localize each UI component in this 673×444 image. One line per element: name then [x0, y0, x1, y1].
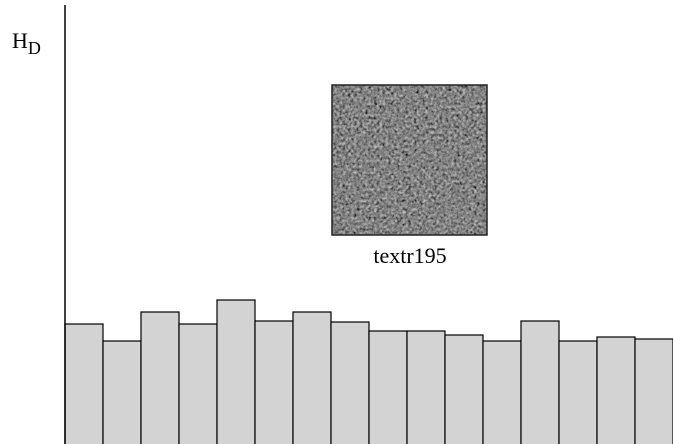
bar: [331, 322, 369, 444]
bar: [65, 324, 103, 444]
y-label-sub: D: [28, 38, 41, 58]
bars: [65, 300, 673, 444]
bar: [179, 324, 217, 444]
bar: [635, 339, 673, 444]
bar: [141, 312, 179, 444]
bar: [255, 321, 293, 444]
bar: [559, 341, 597, 444]
bar: [521, 321, 559, 444]
chart: HD textr195: [0, 0, 673, 444]
y-axis-label: HD: [12, 28, 41, 58]
bar: [217, 300, 255, 444]
bar: [445, 335, 483, 444]
bar: [103, 341, 141, 444]
texture-image: [332, 85, 487, 235]
bar: [483, 341, 521, 444]
y-label-main: H: [12, 28, 28, 53]
bar: [407, 331, 445, 444]
bar: [369, 331, 407, 444]
bar: [597, 337, 635, 444]
texture-label: textr195: [373, 243, 446, 268]
bar: [293, 312, 331, 444]
